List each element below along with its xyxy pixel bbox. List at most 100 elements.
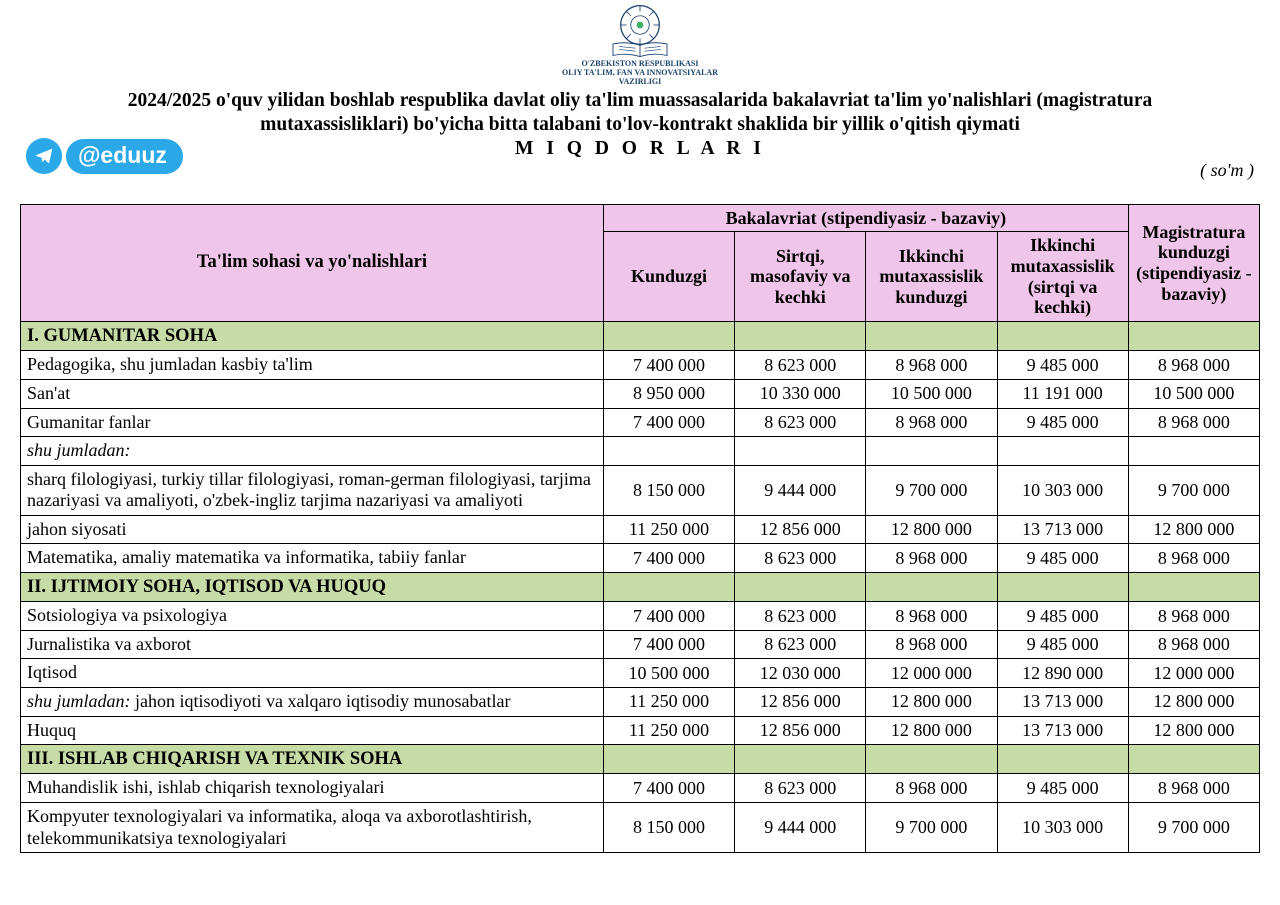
cell-value xyxy=(997,322,1128,351)
th-ikkinchi-k: Ikkinchi mutaxassislik kunduzgi xyxy=(866,232,997,322)
cell-value: 12 800 000 xyxy=(866,515,997,544)
cell-value: 8 968 000 xyxy=(1128,602,1259,631)
cell-value: 7 400 000 xyxy=(603,602,734,631)
cell-value: 8 968 000 xyxy=(866,544,997,573)
cell-value xyxy=(866,745,997,774)
cell-value: 8 623 000 xyxy=(735,351,866,380)
cell-value: 12 856 000 xyxy=(735,515,866,544)
cell-value: 8 968 000 xyxy=(866,408,997,437)
table-row: Iqtisod10 500 00012 030 00012 000 00012 … xyxy=(21,659,1260,688)
cell-name: Iqtisod xyxy=(21,659,604,688)
cell-value xyxy=(1128,745,1259,774)
cell-name: Muhandislik ishi, ishlab chiqarish texno… xyxy=(21,774,604,803)
ministry-line3: VAZIRLIGI xyxy=(20,77,1260,86)
cell-value: 9 444 000 xyxy=(735,803,866,853)
cell-value xyxy=(866,322,997,351)
cell-value: 10 500 000 xyxy=(866,379,997,408)
cell-value: 9 700 000 xyxy=(866,803,997,853)
cell-value: 11 191 000 xyxy=(997,379,1128,408)
table-row: Kompyuter texnologiyalari va informatika… xyxy=(21,803,1260,853)
cell-value xyxy=(997,573,1128,602)
cell-name: Gumanitar fanlar xyxy=(21,408,604,437)
cell-name: Pedagogika, shu jumladan kasbiy ta'lim xyxy=(21,351,604,380)
cell-value: 9 444 000 xyxy=(735,465,866,515)
cell-value: 8 968 000 xyxy=(866,351,997,380)
table-row: jahon siyosati11 250 00012 856 00012 800… xyxy=(21,515,1260,544)
cell-value: 9 700 000 xyxy=(866,465,997,515)
telegram-badge[interactable]: @eduuz xyxy=(26,138,183,174)
emblem-icon xyxy=(619,4,661,46)
table-row: II. IJTIMOIY SOHA, IQTISOD VA HUQUQ xyxy=(21,573,1260,602)
table-row: Matematika, amaliy matematika va informa… xyxy=(21,544,1260,573)
cell-value: 12 800 000 xyxy=(866,716,997,745)
cell-value xyxy=(1128,437,1259,466)
cell-name: I. GUMANITAR SOHA xyxy=(21,322,604,351)
th-kunduzgi: Kunduzgi xyxy=(603,232,734,322)
cell-value: 8 623 000 xyxy=(735,602,866,631)
cell-value: 8 968 000 xyxy=(866,630,997,659)
cell-value: 13 713 000 xyxy=(997,515,1128,544)
table-row: San'at8 950 00010 330 00010 500 00011 19… xyxy=(21,379,1260,408)
th-mag: Magistratura kunduzgi (stipendiyasiz - b… xyxy=(1128,204,1259,321)
cell-value xyxy=(997,745,1128,774)
cell-value: 8 968 000 xyxy=(866,602,997,631)
cell-value xyxy=(735,573,866,602)
title-line1: 2024/2025 o'quv yilidan boshlab respubli… xyxy=(20,89,1260,113)
cell-value: 8 968 000 xyxy=(1128,544,1259,573)
telegram-icon xyxy=(26,138,62,174)
cell-value: 12 030 000 xyxy=(735,659,866,688)
cell-name: III. ISHLAB CHIQARISH VA TEXNIK SOHA xyxy=(21,745,604,774)
cell-value: 8 968 000 xyxy=(1128,351,1259,380)
cell-value xyxy=(603,573,734,602)
table-row: III. ISHLAB CHIQARISH VA TEXNIK SOHA xyxy=(21,745,1260,774)
ministry-line2: OLIY TA'LIM, FAN VA INNOVATSIYALAR xyxy=(20,68,1260,77)
cell-value: 8 150 000 xyxy=(603,465,734,515)
cell-value: 9 485 000 xyxy=(997,602,1128,631)
table-row: sharq filologiyasi, turkiy tillar filolo… xyxy=(21,465,1260,515)
cell-name: Huquq xyxy=(21,716,604,745)
cell-value: 7 400 000 xyxy=(603,774,734,803)
cell-value: 12 800 000 xyxy=(866,688,997,717)
cell-value: 12 800 000 xyxy=(1128,515,1259,544)
cell-value xyxy=(603,437,734,466)
th-sirtqi: Sirtqi, masofaviy va kechki xyxy=(735,232,866,322)
cell-value xyxy=(866,437,997,466)
cell-value: 10 500 000 xyxy=(1128,379,1259,408)
table-row: Jurnalistika va axborot7 400 0008 623 00… xyxy=(21,630,1260,659)
cell-name: Sotsiologiya va psixologiya xyxy=(21,602,604,631)
cell-value: 8 968 000 xyxy=(866,774,997,803)
cell-value: 12 000 000 xyxy=(1128,659,1259,688)
cell-value: 9 485 000 xyxy=(997,544,1128,573)
cell-value xyxy=(603,322,734,351)
cell-name: sharq filologiyasi, turkiy tillar filolo… xyxy=(21,465,604,515)
cell-value: 12 856 000 xyxy=(735,688,866,717)
cell-value: 7 400 000 xyxy=(603,630,734,659)
cell-value: 8 968 000 xyxy=(1128,774,1259,803)
cell-value: 9 700 000 xyxy=(1128,803,1259,853)
cell-value: 12 856 000 xyxy=(735,716,866,745)
cell-value xyxy=(735,437,866,466)
cell-value: 10 303 000 xyxy=(997,465,1128,515)
cell-value: 12 000 000 xyxy=(866,659,997,688)
cell-value: 9 485 000 xyxy=(997,630,1128,659)
cell-value: 13 713 000 xyxy=(997,688,1128,717)
cell-value: 10 500 000 xyxy=(603,659,734,688)
currency-note: ( so'm ) xyxy=(1200,160,1254,181)
table-row: Muhandislik ishi, ishlab chiqarish texno… xyxy=(21,774,1260,803)
cell-name: San'at xyxy=(21,379,604,408)
th-name: Ta'lim sohasi va yo'nalishlari xyxy=(21,204,604,321)
cell-name: shu jumladan: xyxy=(21,437,604,466)
cell-value: 8 950 000 xyxy=(603,379,734,408)
cell-value: 12 800 000 xyxy=(1128,716,1259,745)
cell-value xyxy=(1128,322,1259,351)
cell-value: 11 250 000 xyxy=(603,688,734,717)
cell-value xyxy=(866,573,997,602)
cell-value: 8 150 000 xyxy=(603,803,734,853)
cell-name: Kompyuter texnologiyalari va informatika… xyxy=(21,803,604,853)
cell-name: shu jumladan: jahon iqtisodiyoti va xalq… xyxy=(21,688,604,717)
table-row: shu jumladan: jahon iqtisodiyoti va xalq… xyxy=(21,688,1260,717)
cell-value: 8 623 000 xyxy=(735,774,866,803)
table-row: Pedagogika, shu jumladan kasbiy ta'lim7 … xyxy=(21,351,1260,380)
cell-value: 8 623 000 xyxy=(735,630,866,659)
ministry-line1: O'ZBEKISTON RESPUBLIKASI xyxy=(20,59,1260,68)
